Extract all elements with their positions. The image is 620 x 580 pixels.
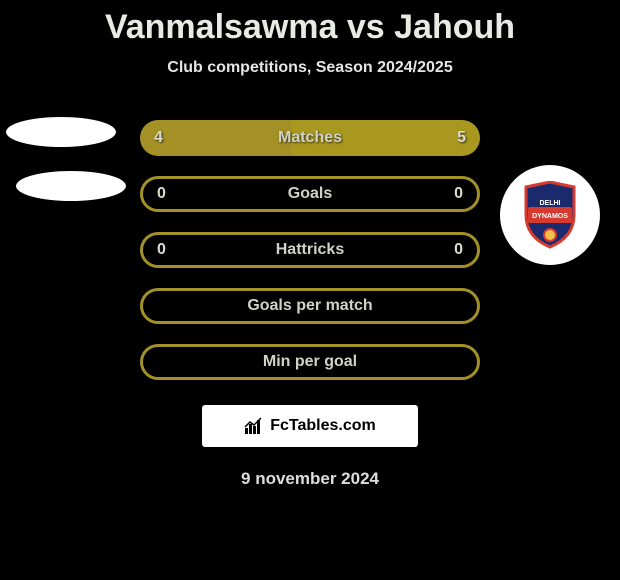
stat-bar: Goals per match: [140, 288, 480, 324]
stat-row: 0 0 Hattricks: [0, 227, 620, 273]
stat-bar: 0 0 Hattricks: [140, 232, 480, 268]
page-title: Vanmalsawma vs Jahouh: [0, 0, 620, 47]
stat-value-right: 5: [457, 129, 466, 147]
bars-icon: [244, 416, 264, 436]
stat-value-right: 0: [454, 241, 463, 259]
stat-label: Min per goal: [263, 353, 357, 371]
attribution-text: FcTables.com: [270, 417, 376, 435]
stat-rows: 4 5 Matches 0 0 Goals 0 0 Hattricks Goals per mat…: [0, 115, 620, 385]
stat-row: Min per goal: [0, 339, 620, 385]
stat-label: Goals: [288, 185, 332, 203]
stat-bar: 0 0 Goals: [140, 176, 480, 212]
stat-value-left: 0: [157, 241, 166, 259]
stat-row: 4 5 Matches: [0, 115, 620, 161]
page-subtitle: Club competitions, Season 2024/2025: [0, 59, 620, 77]
attribution-box: FcTables.com: [202, 405, 418, 447]
stat-row: 0 0 Goals: [0, 171, 620, 217]
date-text: 9 november 2024: [0, 469, 620, 489]
comparison-chart: DELHI DYNAMOS 45Matches00Goals00Hattrick…: [0, 115, 620, 385]
stat-value-right: 0: [454, 185, 463, 203]
stat-label: Goals per match: [247, 297, 372, 315]
stat-value-left: 4: [154, 129, 163, 147]
stat-label: Matches: [278, 129, 342, 147]
stat-bar: Min per goal: [140, 344, 480, 380]
stat-label: Hattricks: [276, 241, 344, 259]
stat-value-left: 0: [157, 185, 166, 203]
stat-row: Goals per match: [0, 283, 620, 329]
stat-bar: 4 5 Matches: [140, 120, 480, 156]
